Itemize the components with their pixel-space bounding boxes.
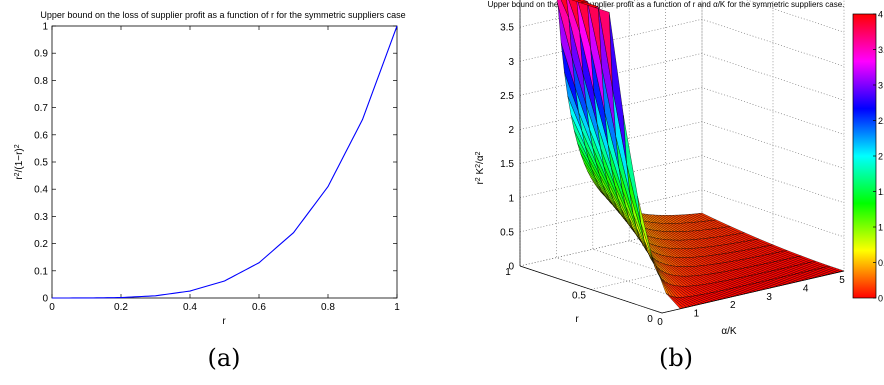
chart-b-axes [519,0,845,314]
chart-b-grid-z [519,121,845,169]
chart-b-rtick-label: 1 [505,267,511,278]
chart-a-ytick-label: 0.8 [34,76,48,87]
chart-b-ztick-label: 1.5 [500,159,514,170]
chart-a-xtick-label: 0 [49,302,55,313]
chart-b-x-axis [661,270,845,314]
chart-b-grid-z [519,155,845,204]
chart-b-ztick-label: 2.5 [500,91,514,102]
chart-b-rtick-label: 0.5 [572,291,586,302]
chart-a-ytick-label: 0.1 [34,266,48,277]
chart-a-xtick-label: 0.4 [183,302,197,313]
chart-b-ztick-label: 0.5 [500,227,514,238]
colorbar-tick-label: 1.5 [878,187,884,197]
chart-a-ytick-label: 0.6 [34,130,48,141]
chart-a-ytick-label: 0.9 [34,49,48,60]
chart-a-ytick-label: 0.4 [34,185,48,196]
colorbar-tick-label: 2.5 [878,116,884,126]
colorbar-tick-label: 1 [878,223,883,233]
chart-a-ytick-label: 0.5 [34,158,48,169]
colorbar-tick-label: 3.5 [878,45,884,55]
colorbar-tick-label: 2 [878,152,883,162]
chart-a-plot-area [51,25,398,299]
chart-b-xtick-label: 4 [803,283,809,294]
colorbar-tick-label: 0.5 [878,258,884,268]
panel-a: Upper bound on the loss of supplier prof… [14,10,406,372]
chart-b-rtick-label: 0 [647,314,653,325]
chart-b-xtick-label: 3 [766,292,772,303]
panel-b: Upper bound on the loss of supplier prof… [475,0,884,372]
chart-b-ylabel: r [575,314,579,325]
chart-a-ytick-label: 0.7 [34,103,48,114]
chart-a-xtick-label: 1 [394,302,400,313]
chart-b-zlabel: r2 K2/α2 [475,151,487,184]
colorbar [852,13,877,299]
chart-b-xtick-label: 0 [657,317,663,328]
colorbar-ticks: 0 0.5 1 1.5 2 2.5 3 3.5 4 [873,10,884,304]
chart-b-grid-z [519,87,845,135]
chart-a-ytick-label: 0.2 [34,239,48,250]
chart-a-series-line [52,25,398,299]
chart-b-ztick-label: 0 [508,262,514,273]
chart-a-xlabel: r [222,316,226,327]
chart-a-ytick-label: 0.3 [34,212,48,223]
chart-b-ztick-label: 3 [508,57,514,68]
panel-b-caption: (b) [659,344,693,372]
colorbar-tick-label: 3 [878,81,883,91]
colorbar-tick-label: 0 [878,294,883,304]
chart-b-ztick-label: 1 [508,193,514,204]
chart-b-ztick-label: 2 [508,125,514,136]
chart-b-r-axis [519,265,663,314]
chart-b-xtick-label: 2 [730,300,736,311]
chart-b-xtick-label: 5 [839,275,845,286]
chart-a-ytick-label: 1 [42,22,48,33]
chart-a-xtick-label: 0.2 [114,302,128,313]
panel-a-caption: (a) [207,344,240,372]
chart-b-xlabel: α/K [721,326,737,337]
chart-a-ytick-label: 0 [42,294,48,305]
chart-b-title: Upper bound on the loss of supplier prof… [488,0,845,9]
chart-a-xtick-label: 0.6 [252,302,266,313]
chart-b-ztick-label: 3.5 [500,23,514,34]
chart-a-xtick-label: 0.8 [321,302,335,313]
chart-b-surface [556,0,845,309]
colorbar-tick-label: 4 [878,10,883,20]
chart-a-ylabel: r2/(1−r)2 [14,144,26,179]
chart-a-ticks: 0 0.2 0.4 0.6 0.8 1 0 0.1 0.2 0.3 0.4 0.5 0.6 0.7 0.8 0… [34,22,400,314]
chart-b-xtick-label: 1 [694,309,700,320]
chart-a-title: Upper bound on the loss of supplier prof… [40,10,405,20]
